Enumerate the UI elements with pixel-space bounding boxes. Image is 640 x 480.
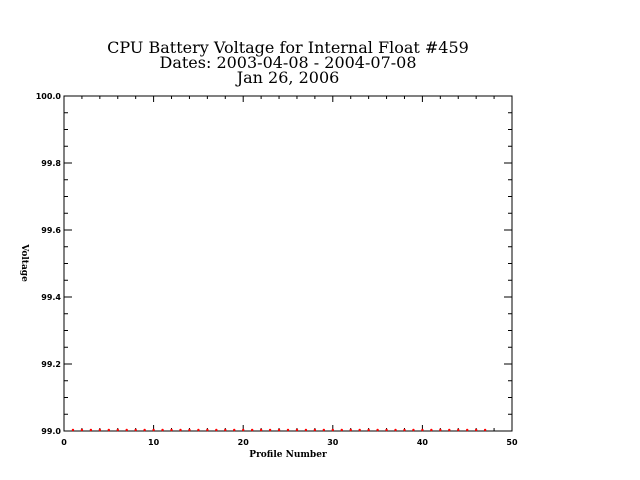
data-point [98, 428, 102, 432]
data-point [152, 428, 155, 432]
data-point [143, 428, 146, 432]
y-tick-label: 99.2 [41, 360, 61, 369]
data-point [125, 428, 128, 432]
x-axis-label: Profile Number [249, 450, 327, 460]
chart-title: CPU Battery Voltage for Internal Float #… [107, 38, 469, 87]
data-point [71, 428, 75, 432]
data-point [367, 428, 370, 432]
x-tick-label: 40 [417, 438, 429, 447]
data-point [277, 428, 281, 432]
x-tick-label: 50 [506, 438, 518, 447]
chart-title-line-3: Jan 26, 2006 [235, 68, 340, 87]
x-tick-label: 30 [327, 438, 339, 447]
data-point [421, 428, 424, 432]
data-point [179, 428, 182, 432]
data-point [268, 428, 272, 432]
data-point [412, 428, 415, 432]
data-point [250, 428, 254, 432]
data-point [80, 428, 84, 432]
y-tick-label: 99.0 [41, 427, 61, 436]
data-point [474, 428, 478, 432]
data-point [358, 428, 361, 432]
data-point [233, 428, 236, 432]
y-axis-label: Voltage [19, 243, 29, 282]
y-tick-label: 99.8 [41, 159, 61, 168]
data-point [286, 428, 290, 432]
data-point [107, 428, 111, 432]
data-point [448, 428, 451, 432]
data-point [188, 428, 191, 432]
data-point [394, 428, 397, 432]
data-point [403, 428, 406, 432]
plot-frame [63, 95, 513, 432]
data-point [170, 428, 173, 432]
data-points [71, 428, 487, 432]
x-tick-label: 20 [238, 438, 250, 447]
data-point [206, 428, 209, 432]
data-point [322, 428, 326, 432]
data-point [313, 428, 317, 432]
data-point [439, 428, 442, 432]
x-tick-label: 10 [148, 438, 160, 447]
data-point [430, 428, 433, 432]
chart-title-line-1: CPU Battery Voltage for Internal Float #… [107, 38, 469, 57]
data-point [259, 428, 263, 432]
data-point [197, 428, 200, 432]
y-tick-label: 99.4 [41, 293, 61, 302]
y-tick-label: 100.0 [36, 92, 62, 101]
data-point [385, 428, 388, 432]
data-point [224, 428, 227, 432]
data-point [116, 428, 119, 432]
data-point [304, 428, 308, 432]
data-point [466, 428, 469, 432]
y-axis: 99.0 99.2 99.4 99.6 99.8 100.0 [36, 92, 512, 436]
x-tick-label: 0 [61, 438, 67, 447]
data-point [457, 428, 460, 432]
y-tick-label: 99.6 [41, 226, 61, 235]
data-point [340, 428, 343, 432]
data-point [331, 428, 334, 432]
data-point [215, 428, 218, 432]
data-point [376, 428, 379, 432]
data-point [134, 428, 137, 432]
chart-title-line-2: Dates: 2003-04-08 - 2004-07-08 [159, 53, 416, 72]
data-point [295, 428, 299, 432]
data-point [483, 428, 487, 432]
data-point [89, 428, 93, 432]
data-point [349, 428, 352, 432]
data-point [242, 428, 245, 432]
data-point [161, 428, 164, 432]
x-axis: 0 10 20 30 40 50 [61, 96, 518, 447]
